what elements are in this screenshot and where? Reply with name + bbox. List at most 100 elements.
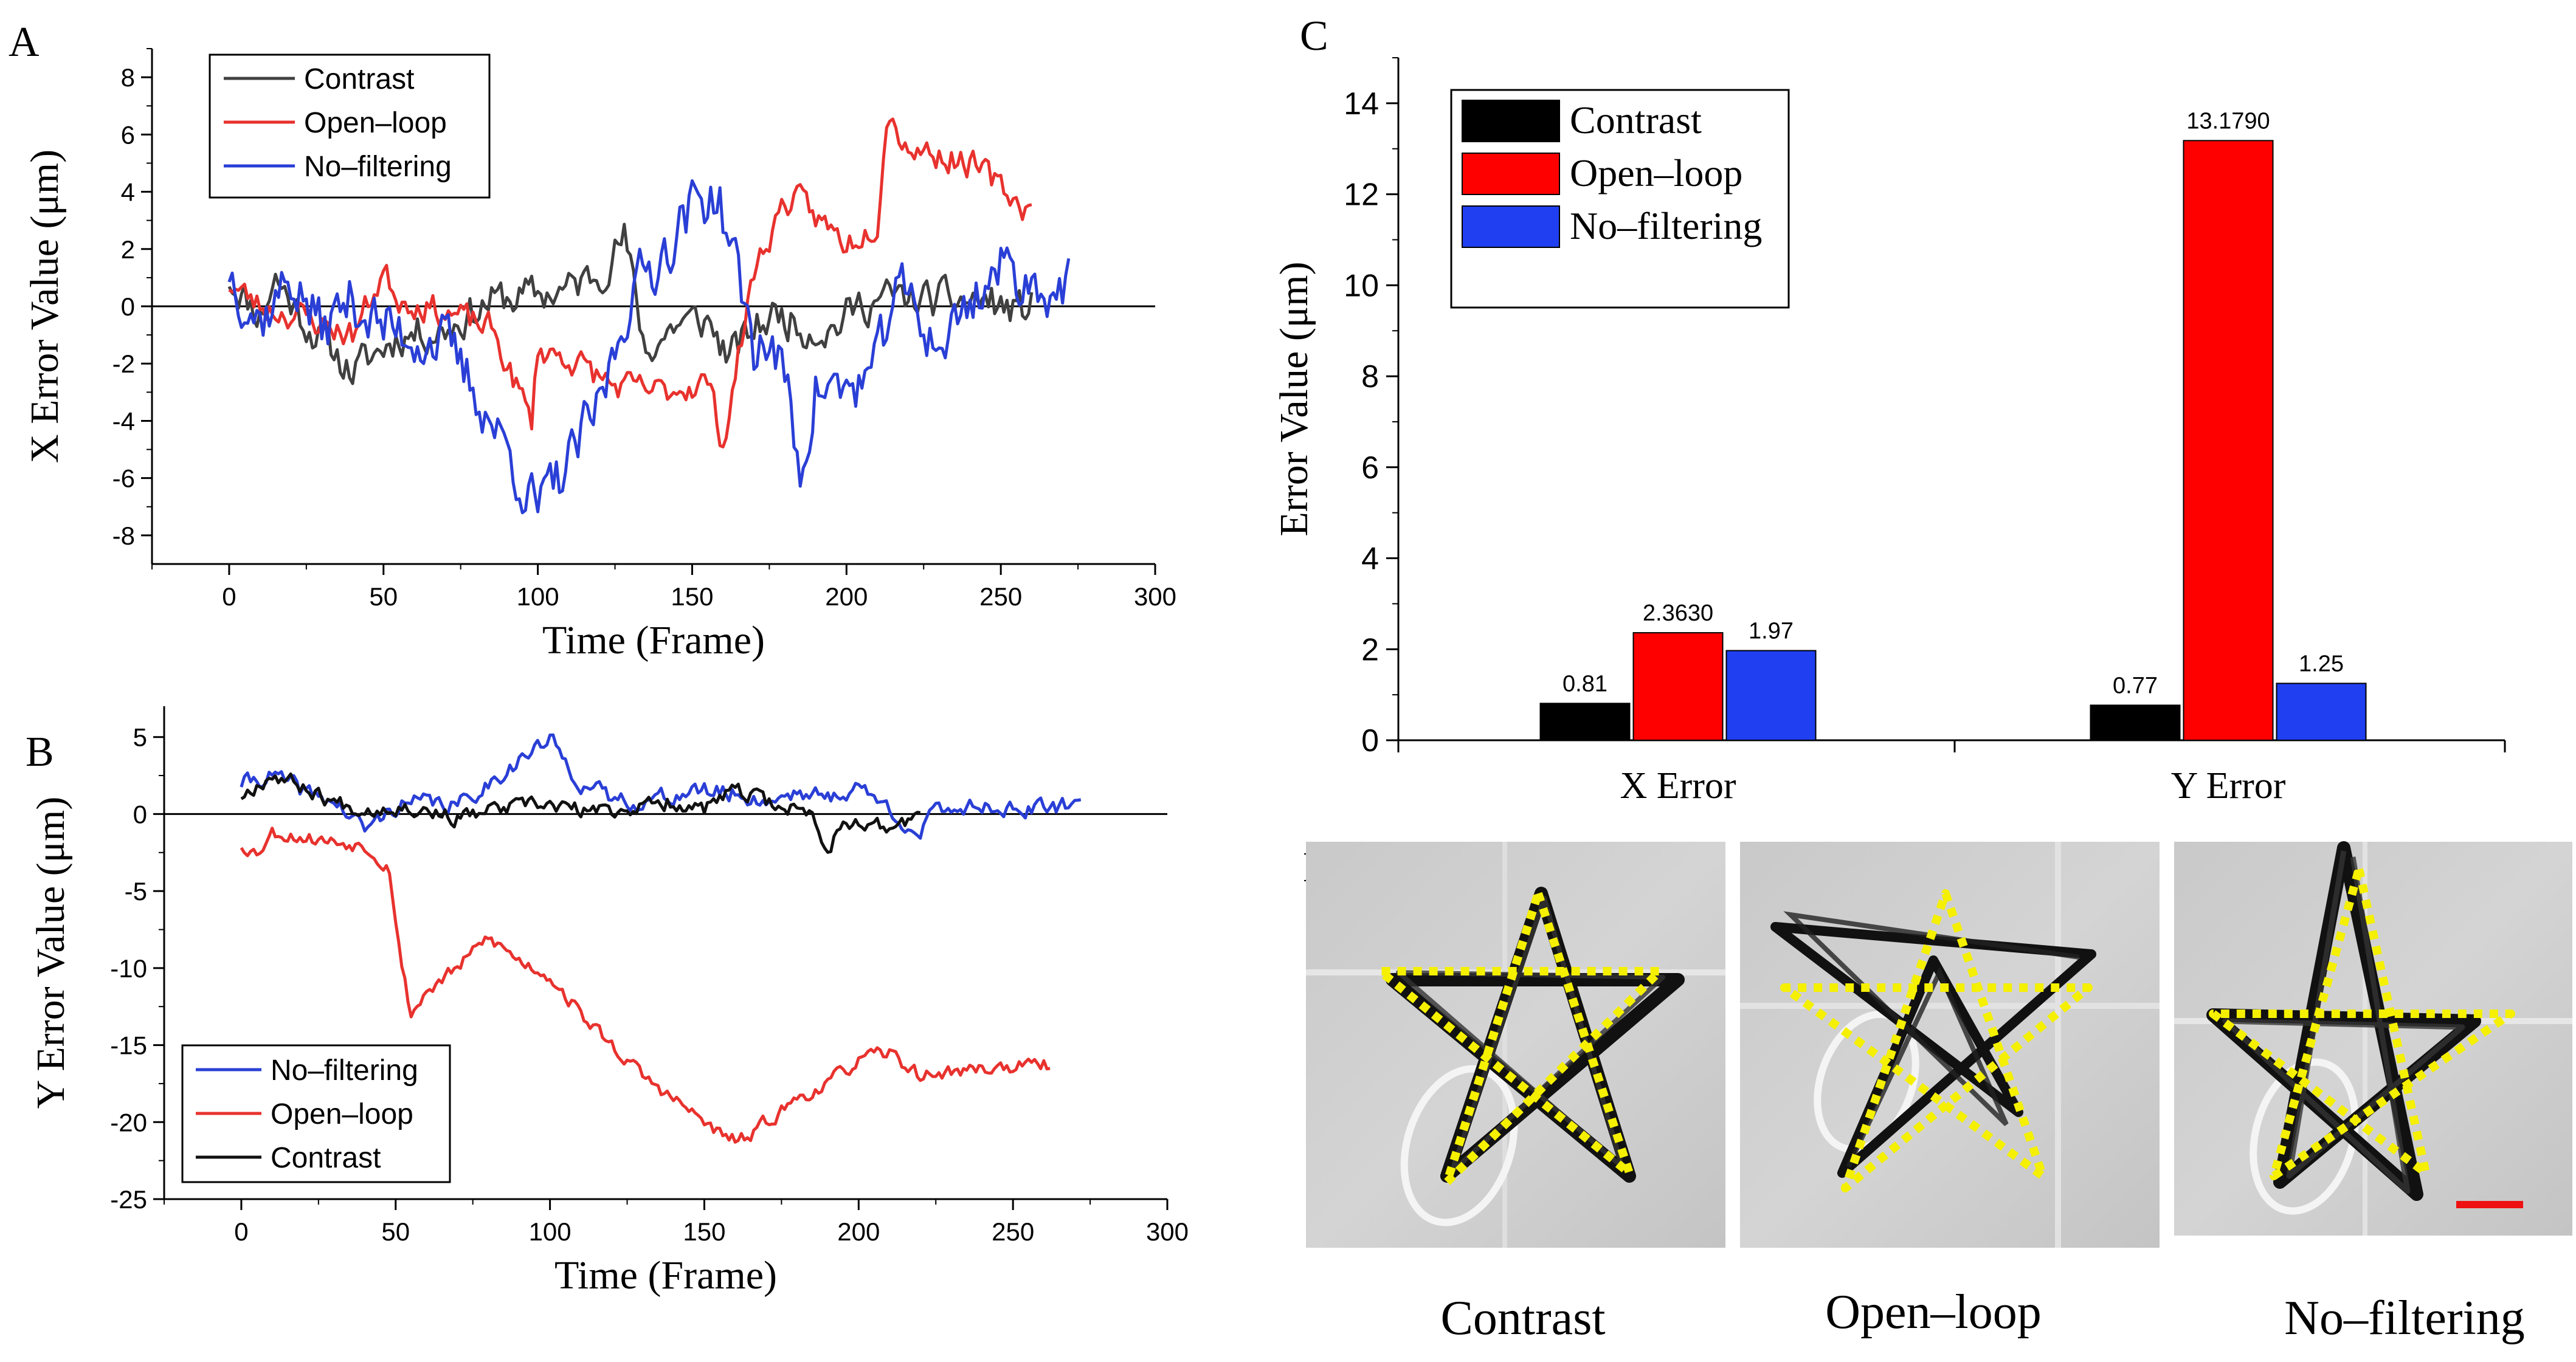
star-image-contrast <box>1306 842 1725 1248</box>
x-tick-label: 300 <box>1146 1217 1189 1246</box>
x-tick-label: 250 <box>992 1217 1034 1246</box>
y-tick-label: -5 <box>125 877 147 906</box>
caption-contrast: Contrast <box>1440 1291 1605 1345</box>
chart-c-legend-swatch-nofiltering <box>1462 205 1560 248</box>
star-image-nofiltering <box>2174 841 2572 1236</box>
panel-label-b: B <box>26 729 54 776</box>
chart-a: 0 50 100 150 200 250 300 -8 -6 -4 -2 0 2 4 6 8 Time (Fr… <box>22 48 1176 662</box>
caption-nofiltering: No–filtering <box>2284 1291 2524 1345</box>
series-line-nofiltering <box>240 733 1082 840</box>
x-tick-label: 0 <box>222 582 236 611</box>
x-tick-label: 50 <box>369 582 398 611</box>
y-tick-label: 12 <box>1344 177 1379 213</box>
chart-b-xlabel: Time (Frame) <box>554 1253 777 1298</box>
bar-contrast-yerror <box>2090 704 2181 741</box>
y-tick-label: -2 <box>112 349 135 378</box>
chart-b-legend-nofiltering: No–filtering <box>271 1054 418 1087</box>
x-tick-label: 200 <box>837 1217 880 1246</box>
chart-b-ylabel: Y Error Value (μm) <box>29 797 73 1109</box>
y-tick-label: -10 <box>110 954 147 983</box>
drawn-star-shadow <box>1783 911 2080 1168</box>
chart-c-legend-swatch-openloop <box>1462 153 1560 195</box>
panel-label-c: C <box>1300 13 1328 60</box>
y-tick-label: 14 <box>1344 86 1379 122</box>
chart-a-legend-nofiltering: No–filtering <box>304 151 452 183</box>
category-label: X Error <box>1620 765 1736 807</box>
series-line-contrast <box>227 222 1034 385</box>
chart-c: 0 2 4 6 8 10 12 14 X Error Y Error 0.81 2.3630 1.97… <box>1272 57 2506 807</box>
y-tick-label: -6 <box>112 464 135 493</box>
bar-openloop-xerror <box>1632 632 1724 741</box>
y-tick-label: 8 <box>121 63 135 92</box>
chart-a-legend: Contrast Open–loop No–filtering <box>209 53 491 199</box>
chart-c-legend-swatch-contrast <box>1462 100 1560 142</box>
x-tick-label: 100 <box>517 582 559 611</box>
bar-value-label: 1.25 <box>2299 651 2344 676</box>
bar-value-label: 13.1790 <box>2186 108 2270 134</box>
chart-a-ylabel: X Error Value (μm) <box>22 150 67 463</box>
y-tick-label: -4 <box>112 407 135 435</box>
series-line-openloop <box>228 117 1032 449</box>
bar-value-label: 0.77 <box>2113 673 2158 698</box>
bar-value-label: 2.3630 <box>1643 600 1713 626</box>
y-tick-label: -15 <box>110 1031 147 1060</box>
panel-label-a: A <box>9 19 40 66</box>
y-tick-label: 2 <box>1361 632 1379 667</box>
chart-a-legend-contrast: Contrast <box>304 63 414 95</box>
chart-b-legend-openloop: Open–loop <box>271 1098 413 1130</box>
x-tick-label: 250 <box>979 582 1022 611</box>
y-tick-label: 0 <box>1361 723 1379 758</box>
halo-ring <box>2250 1058 2359 1215</box>
bar-nofiltering-xerror <box>1725 650 1817 741</box>
series-line-openloop <box>240 827 1051 1144</box>
x-tick-label: 150 <box>671 582 713 611</box>
y-tick-label: 6 <box>121 120 135 149</box>
series-line-contrast <box>240 772 921 854</box>
y-tick-label: 0 <box>133 800 147 828</box>
x-tick-label: 200 <box>825 582 868 611</box>
chart-b-legend-contrast: Contrast <box>271 1142 381 1174</box>
bar-nofiltering-yerror <box>2276 683 2367 741</box>
x-tick-label: 300 <box>1134 582 1176 611</box>
chart-c-legend-nofiltering: No–filtering <box>1570 204 1762 247</box>
star-image-openloop <box>1740 842 2160 1248</box>
bar-value-label: 1.97 <box>1749 619 1794 644</box>
y-tick-label: -25 <box>110 1185 147 1214</box>
x-tick-label: 150 <box>683 1217 725 1246</box>
y-tick-label: 6 <box>1361 450 1379 486</box>
chart-b-series <box>240 733 1082 1144</box>
x-tick-label: 100 <box>529 1217 571 1246</box>
image-background <box>1740 842 2160 1248</box>
y-tick-label: 8 <box>1361 359 1379 394</box>
y-tick-label: 0 <box>121 292 135 321</box>
y-tick-label: 4 <box>121 178 135 207</box>
x-tick-label: 50 <box>381 1217 410 1246</box>
caption-openloop: Open–loop <box>1825 1285 2042 1339</box>
chart-c-legend-openloop: Open–loop <box>1570 151 1742 194</box>
chart-b-legend: No–filtering Open–loop Contrast <box>181 1044 451 1183</box>
chart-a-legend-openloop: Open–loop <box>304 107 447 139</box>
bar-openloop-yerror <box>2183 140 2274 741</box>
y-tick-label: -20 <box>110 1108 147 1137</box>
category-label: Y Error <box>2171 765 2286 807</box>
chart-c-legend: Contrast Open–loop No–filtering <box>1450 89 1790 309</box>
image-background <box>1306 842 1725 1248</box>
bar-value-label: 0.81 <box>1563 671 1607 696</box>
bar-contrast-xerror <box>1539 703 1631 741</box>
chart-c-legend-contrast: Contrast <box>1570 98 1702 142</box>
y-tick-label: -8 <box>112 521 135 550</box>
y-tick-label: 4 <box>1361 542 1379 577</box>
chart-a-xlabel: Time (Frame) <box>542 618 765 662</box>
y-tick-label: 5 <box>133 723 147 752</box>
guide-star <box>2209 865 2515 1180</box>
drawn-star-shadow <box>2222 850 2465 1194</box>
y-tick-label: 10 <box>1344 268 1379 303</box>
chart-a-series <box>227 117 1071 515</box>
chart-c-ylabel: Error Value (μm) <box>1272 261 1316 536</box>
y-tick-label: 2 <box>121 235 135 264</box>
x-tick-label: 0 <box>234 1217 248 1246</box>
drawn-star <box>2206 841 2481 1201</box>
